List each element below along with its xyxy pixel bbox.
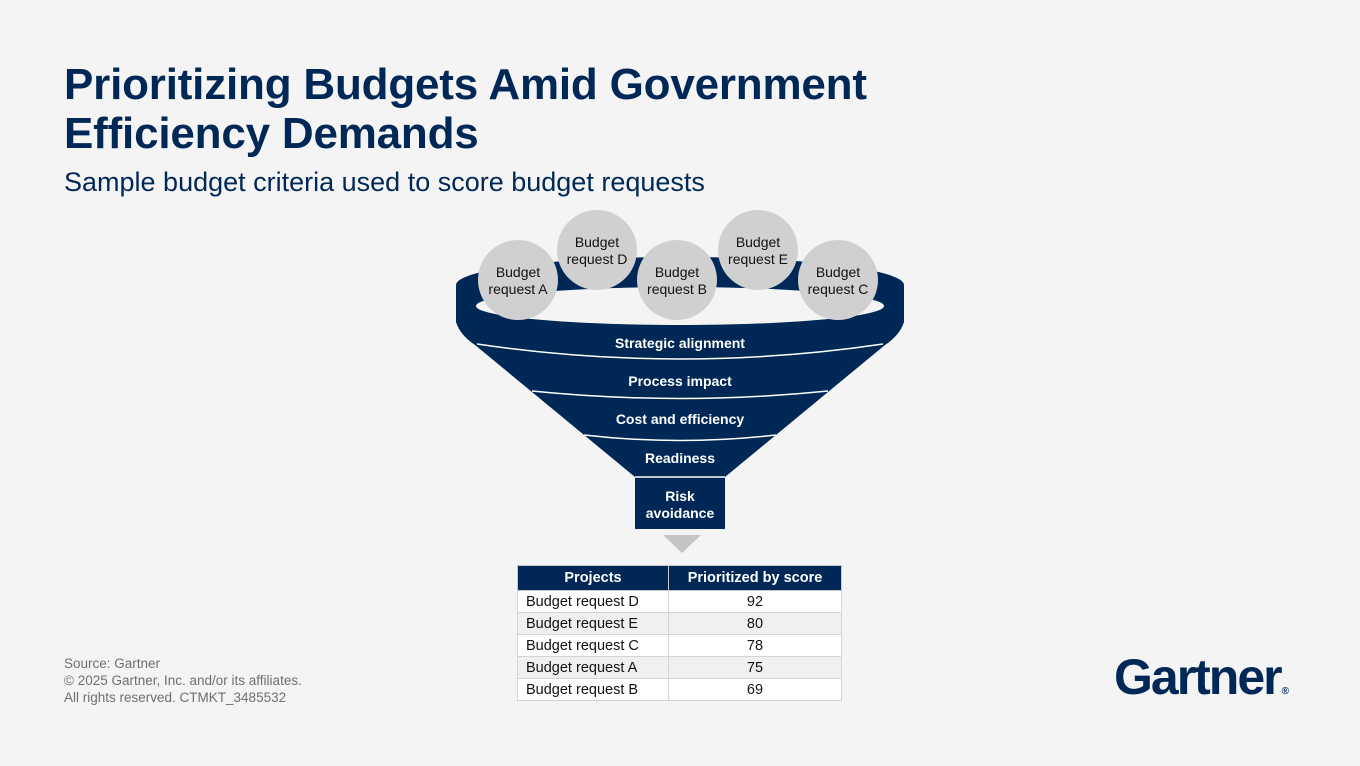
funnel-divider: [531, 390, 829, 400]
column-header-score: Prioritized by score: [668, 565, 842, 591]
table-row: Budget request D 92: [517, 590, 842, 613]
table-row: Budget request C 78: [517, 634, 842, 657]
svg-text:request C: request C: [808, 281, 869, 297]
project-cell: Budget request B: [517, 678, 669, 701]
footer-notes: Source: Gartner © 2025 Gartner, Inc. and…: [64, 655, 302, 706]
svg-text:request A: request A: [488, 281, 548, 297]
funnel-divider: [583, 434, 777, 442]
svg-text:Budget: Budget: [496, 264, 540, 280]
rights-note: All rights reserved. CTMKT_3485532: [64, 690, 287, 705]
registered-mark: ®: [1281, 686, 1289, 697]
criterion-readiness: Readiness: [645, 450, 715, 466]
criterion-process-impact: Process impact: [628, 373, 732, 389]
budget-request-circle-b: Budget request B: [637, 240, 717, 320]
budget-request-circle-a: Budget request A: [478, 240, 558, 320]
table-row: Budget request A 75: [517, 656, 842, 679]
table-header-row: Projects Prioritized by score: [517, 565, 842, 591]
project-cell: Budget request D: [517, 590, 669, 613]
down-arrow: [663, 535, 701, 553]
budget-request-circle-e: Budget request E: [718, 210, 798, 290]
svg-text:Budget: Budget: [655, 264, 699, 280]
criterion-strategic-alignment: Strategic alignment: [615, 335, 745, 351]
gartner-logo: Gartner®: [1114, 648, 1289, 706]
score-cell: 78: [668, 634, 842, 657]
criterion-risk-avoidance: avoidance: [646, 505, 715, 521]
page-title: Prioritizing Budgets Amid Government Eff…: [64, 60, 867, 158]
svg-text:request E: request E: [728, 251, 788, 267]
budget-request-circle-c: Budget request C: [798, 240, 878, 320]
copyright-note: © 2025 Gartner, Inc. and/or its affiliat…: [64, 673, 302, 688]
table-row: Budget request E 80: [517, 612, 842, 635]
funnel-neck: [635, 477, 725, 529]
score-cell: 75: [668, 656, 842, 679]
source-note: Source: Gartner: [64, 656, 161, 671]
criterion-risk-avoidance: Risk: [665, 488, 695, 504]
svg-text:Budget: Budget: [816, 264, 860, 280]
table-row: Budget request B 69: [517, 678, 842, 701]
score-cell: 69: [668, 678, 842, 701]
page-subtitle: Sample budget criteria used to score bud…: [64, 167, 705, 197]
prioritized-projects-table: Projects Prioritized by score Budget req…: [517, 565, 842, 701]
project-cell: Budget request A: [517, 656, 669, 679]
svg-text:Budget: Budget: [736, 234, 780, 250]
score-cell: 92: [668, 590, 842, 613]
score-cell: 80: [668, 612, 842, 635]
project-cell: Budget request C: [517, 634, 669, 657]
funnel-divider: [476, 343, 884, 360]
criterion-cost-and-efficiency: Cost and efficiency: [616, 411, 745, 427]
column-header-projects: Projects: [517, 565, 669, 591]
svg-text:Budget: Budget: [575, 234, 619, 250]
logo-wordmark: Gartner: [1114, 649, 1283, 705]
project-cell: Budget request E: [517, 612, 669, 635]
svg-text:request D: request D: [567, 251, 628, 267]
svg-text:request B: request B: [647, 281, 707, 297]
budget-request-circle-d: Budget request D: [557, 210, 637, 290]
